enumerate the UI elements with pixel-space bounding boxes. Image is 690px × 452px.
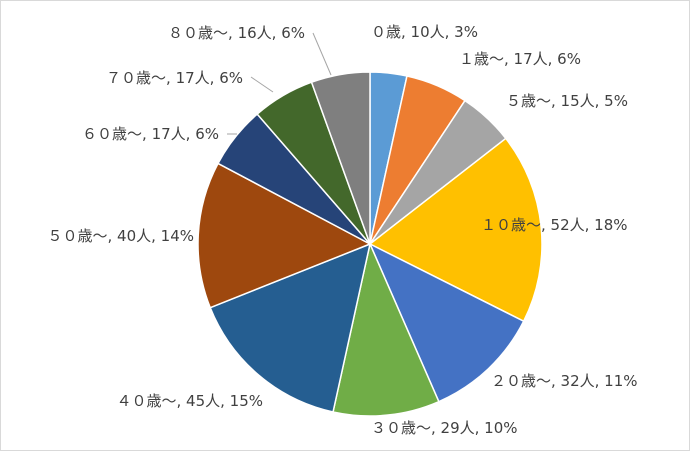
pie-slice-5	[332, 241, 440, 417]
data-labels: ０歳, 10人, 3% １歳～, 17人, 6% ５歳～, 15人, 5% １０歳～,…	[48, 23, 638, 437]
pie-slice-3	[368, 137, 543, 323]
data-label-9: ７０歳～, 17人, 6%	[106, 69, 243, 87]
pie-slice-7	[197, 162, 372, 309]
data-label-10: ８０歳～, 16人, 6%	[168, 24, 305, 42]
data-label-1: １歳～, 17人, 6%	[459, 50, 581, 68]
data-label-0: ０歳, 10人, 3%	[371, 23, 478, 41]
data-label-4: ２０歳～, 32人, 11%	[491, 372, 638, 390]
leader-line-9	[250, 76, 274, 93]
pie-slice-10	[310, 71, 371, 245]
data-label-5: ３０歳～, 29人, 10%	[371, 419, 518, 437]
leader-line-10	[312, 32, 332, 76]
pie-slice-4	[368, 242, 525, 403]
pie-slices	[197, 71, 543, 417]
pie-slice-6	[209, 242, 372, 413]
data-label-7: ５０歳～, 40人, 14%	[48, 227, 195, 245]
data-label-6: ４０歳～, 45人, 15%	[117, 392, 264, 410]
data-label-8: ６０歳～, 17人, 6%	[82, 125, 219, 143]
data-label-3: １０歳～, 52人, 18%	[481, 216, 628, 234]
leader-lines	[227, 32, 332, 135]
data-label-2: ５歳～, 15人, 5%	[506, 92, 628, 110]
